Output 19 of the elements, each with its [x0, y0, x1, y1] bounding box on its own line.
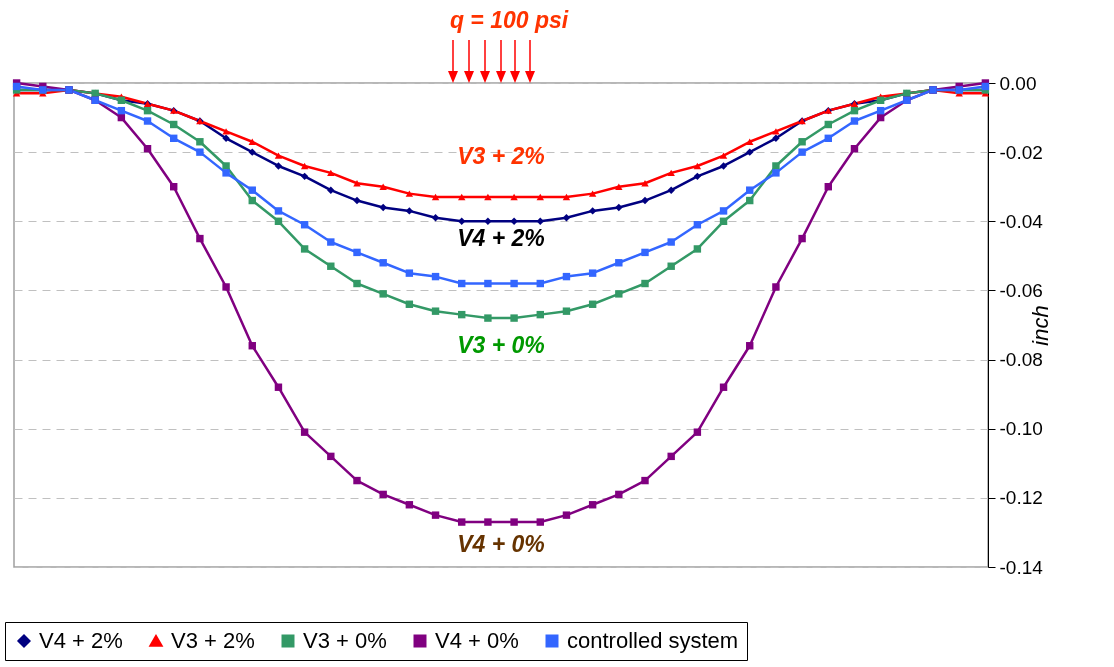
- legend-label: controlled system: [567, 628, 739, 653]
- annotation: V4 + 2%: [457, 225, 545, 251]
- y-tick-label: 0.00: [999, 72, 1037, 94]
- y-tick-label: -0.14: [999, 556, 1044, 578]
- legend-label: V4 + 2%: [39, 628, 123, 653]
- y-axis-title: inch: [1027, 305, 1053, 346]
- y-tick-label: -0.12: [999, 487, 1043, 509]
- y-tick-label: -0.06: [999, 279, 1043, 301]
- legend-label: V3 + 2%: [171, 628, 255, 653]
- y-tick-label: -0.02: [999, 141, 1043, 163]
- legend-label: V3 + 0%: [303, 628, 387, 653]
- text: q = 100 psi: [449, 7, 569, 33]
- y-tick-label: -0.08: [999, 349, 1043, 371]
- y-tick-label: -0.10: [999, 418, 1043, 440]
- annotation: V3 + 2%: [457, 143, 545, 169]
- y-tick-label: -0.04: [999, 210, 1044, 232]
- legend-label: V4 + 0%: [435, 628, 519, 653]
- annotation: V3 + 0%: [457, 332, 545, 358]
- annotation: V4 + 0%: [457, 531, 545, 557]
